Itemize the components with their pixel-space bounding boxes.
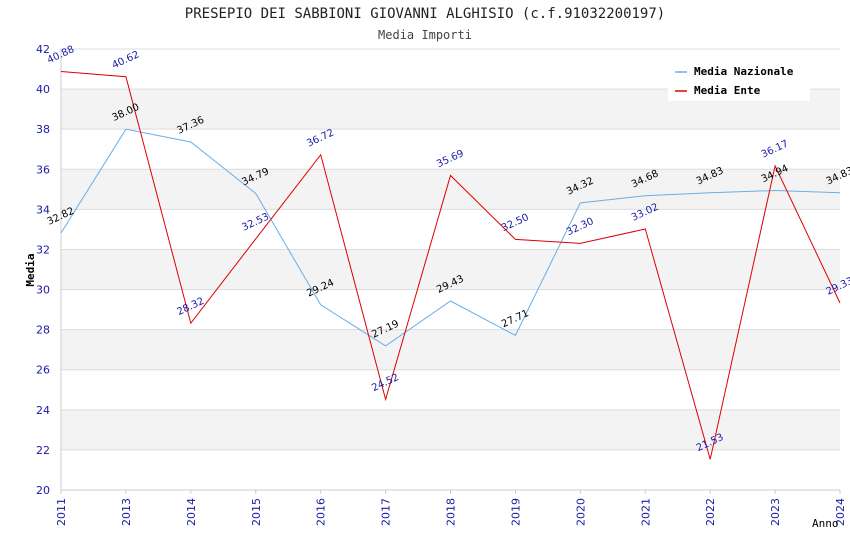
series-line-media-ente: [60, 71, 841, 460]
plot-band: [61, 369, 840, 410]
x-tick-label: 2022: [704, 498, 717, 526]
y-tick-label: 34: [36, 203, 50, 216]
x-tick-label: 2020: [574, 498, 587, 526]
y-tick-label: 38: [36, 123, 50, 136]
y-tick-label: 26: [36, 364, 50, 377]
plot-background-bands: [61, 49, 840, 490]
series-lines: [60, 71, 841, 460]
legend-label-media-ente: Media Ente: [694, 84, 761, 97]
plot-band: [61, 409, 840, 450]
plot-band: [61, 449, 840, 490]
x-axis-label: Anno: [812, 517, 839, 530]
x-tick-label: 2017: [380, 498, 393, 526]
y-tick-label: 40: [36, 83, 50, 96]
x-axis-ticks: 2011 2013 2014 2015 2016 2017 2018 2019 2020 2021…: [55, 490, 847, 526]
y-tick-label: 42: [36, 43, 50, 56]
x-tick-label: 2016: [315, 498, 328, 526]
legend-box: [668, 60, 810, 101]
y-axis-label: Media: [24, 253, 37, 286]
plot-band: [61, 329, 840, 370]
y-tick-label: 24: [36, 404, 50, 417]
legend-label-media-nazionale: Media Nazionale: [694, 65, 794, 78]
x-tick-label: 2024: [834, 498, 847, 526]
x-tick-label: 2015: [250, 498, 263, 526]
y-tick-label: 20: [36, 484, 50, 497]
x-tick-label: 2014: [185, 498, 198, 526]
plot-band: [61, 209, 840, 250]
y-tick-label: 28: [36, 324, 50, 337]
series-line-media-nazionale: [60, 128, 841, 347]
x-tick-label: 2019: [509, 498, 522, 526]
chart-title: PRESEPIO DEI SABBIONI GIOVANNI ALGHISIO …: [185, 6, 665, 22]
x-tick-label: 2021: [639, 498, 652, 526]
x-tick-label: 2023: [769, 498, 782, 526]
x-tick-label: 2013: [120, 498, 133, 526]
x-tick-label: 2018: [445, 498, 458, 526]
y-axis-ticks: 20 22 24 26 28 30 32 34 36 38 40 42: [36, 43, 50, 497]
y-tick-label: 30: [36, 284, 50, 297]
chart-subtitle: Media Importi: [378, 28, 472, 42]
plot-band: [61, 129, 840, 170]
x-tick-label: 2011: [55, 498, 68, 526]
plot-band: [61, 249, 840, 290]
legend: Media Nazionale Media Ente: [668, 60, 810, 101]
y-tick-label: 36: [36, 163, 50, 176]
y-tick-label: 22: [36, 444, 50, 457]
y-tick-label: 32: [36, 243, 50, 256]
